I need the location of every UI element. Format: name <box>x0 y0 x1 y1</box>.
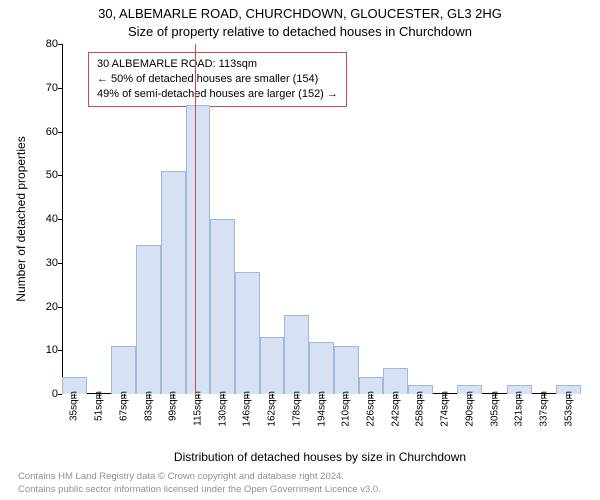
chart-title-address: 30, ALBEMARLE ROAD, CHURCHDOWN, GLOUCEST… <box>0 6 600 21</box>
x-tick-label: 162sqm <box>267 391 278 427</box>
chart-container: 30, ALBEMARLE ROAD, CHURCHDOWN, GLOUCEST… <box>0 0 600 500</box>
y-axis-label-wrap: Number of detached properties <box>14 44 28 394</box>
y-tick-mark <box>58 175 62 176</box>
x-tick-label: 194sqm <box>316 391 327 427</box>
chart-title-subtitle: Size of property relative to detached ho… <box>0 24 600 39</box>
y-tick-mark <box>58 350 62 351</box>
y-tick-mark <box>58 132 62 133</box>
attribution-line-2: Contains public sector information licen… <box>18 484 381 496</box>
x-tick-label: 51sqm <box>94 391 105 421</box>
x-tick-label: 226sqm <box>365 391 376 427</box>
reference-line <box>195 44 196 394</box>
y-tick-label: 70 <box>28 82 58 94</box>
y-tick-label: 80 <box>28 38 58 50</box>
histogram-bar <box>309 342 334 395</box>
x-tick-label: 67sqm <box>118 391 129 421</box>
y-tick-mark <box>58 219 62 220</box>
x-tick-label: 178sqm <box>291 391 302 427</box>
histogram-bar <box>186 105 211 394</box>
histogram-bar <box>111 346 136 394</box>
y-tick-label: 60 <box>28 126 58 138</box>
y-tick-mark <box>58 44 62 45</box>
histogram-bar <box>210 219 235 394</box>
y-axis-label: Number of detached properties <box>14 136 28 301</box>
histogram-bar <box>260 337 285 394</box>
histogram-bar <box>334 346 359 394</box>
histogram-bar <box>235 272 260 395</box>
x-tick-label: 274sqm <box>440 391 451 427</box>
legend-line-1: 30 ALBEMARLE ROAD: 113sqm <box>97 57 338 72</box>
y-tick-mark <box>58 307 62 308</box>
y-tick-mark <box>58 263 62 264</box>
legend-line-2: ← 50% of detached houses are smaller (15… <box>97 72 338 87</box>
y-tick-label: 50 <box>28 169 58 181</box>
y-tick-mark <box>58 88 62 89</box>
x-tick-label: 115sqm <box>192 391 203 426</box>
x-tick-label: 83sqm <box>143 391 154 421</box>
y-tick-label: 0 <box>28 388 58 400</box>
x-tick-label: 321sqm <box>514 391 525 427</box>
x-axis-label: Distribution of detached houses by size … <box>62 450 578 464</box>
x-tick-label: 35sqm <box>69 391 80 421</box>
legend-line-3: 49% of semi-detached houses are larger (… <box>97 87 338 102</box>
x-tick-label: 99sqm <box>168 391 179 421</box>
x-tick-label: 290sqm <box>464 391 475 427</box>
attribution-line-1: Contains HM Land Registry data © Crown c… <box>18 471 381 483</box>
y-tick-label: 40 <box>28 213 58 225</box>
y-tick-mark <box>58 394 62 395</box>
histogram-bar <box>136 245 161 394</box>
y-tick-label: 30 <box>28 257 58 269</box>
x-tick-label: 353sqm <box>563 391 574 427</box>
x-tick-label: 337sqm <box>539 391 550 427</box>
x-tick-label: 130sqm <box>217 391 228 427</box>
x-tick-label: 305sqm <box>489 391 500 427</box>
histogram-bar <box>161 171 186 394</box>
histogram-bar <box>284 315 309 394</box>
x-tick-label: 210sqm <box>341 391 352 427</box>
plot-area: 30 ALBEMARLE ROAD: 113sqm ← 50% of detac… <box>62 44 578 394</box>
legend-box: 30 ALBEMARLE ROAD: 113sqm ← 50% of detac… <box>88 52 347 107</box>
x-tick-label: 258sqm <box>415 391 426 427</box>
y-tick-label: 10 <box>28 344 58 356</box>
x-tick-label: 146sqm <box>242 391 253 427</box>
y-tick-label: 20 <box>28 301 58 313</box>
attribution-text: Contains HM Land Registry data © Crown c… <box>18 471 381 496</box>
x-tick-label: 242sqm <box>390 391 401 427</box>
